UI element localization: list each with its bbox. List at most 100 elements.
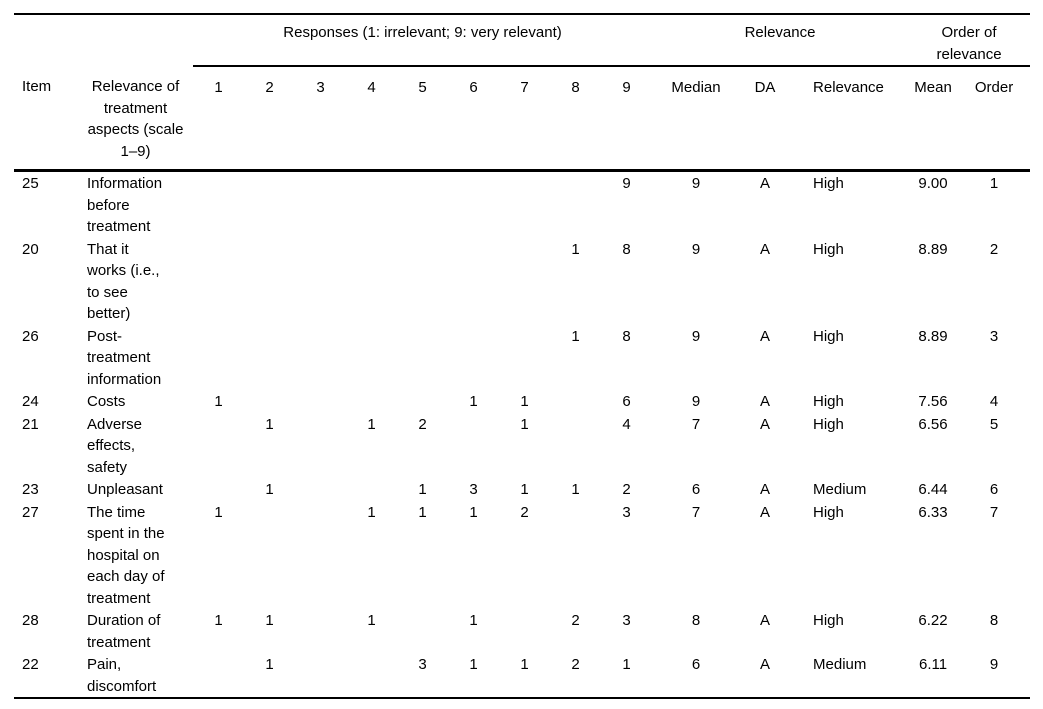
response-count-cell-1: 1 [214, 612, 223, 629]
response-count-cell-7 [499, 325, 550, 391]
median-cell: 9 [691, 327, 701, 345]
table-row: 22 Pain, discomfort 1 3 1 1 2 1 6 A Medi… [14, 653, 1030, 698]
response-count-cell-6: 3 [469, 481, 478, 498]
order-cell: 7 [989, 503, 999, 521]
table-body: 25 Information before treatment 9 9 A Hi… [14, 171, 1030, 699]
response-count-cell-3 [295, 390, 346, 413]
response-count-cell-7: 1 [520, 415, 529, 433]
column-header-response-3: 3 [295, 66, 346, 172]
mean-cell: 8.89 [918, 327, 948, 345]
response-count-cell-6 [448, 171, 499, 238]
response-count-cell-8: 2 [571, 656, 580, 673]
column-header-response-1: 1 [193, 66, 244, 172]
table-row: 26 Post-treatment information 1 8 9 A Hi… [14, 325, 1030, 391]
spanner-order-of-relevance: Order of relevance [908, 14, 1031, 67]
da-cell: A [760, 503, 771, 521]
item-cell: 22 [22, 656, 39, 673]
response-count-cell-4 [346, 325, 397, 391]
item-cell: 23 [22, 481, 39, 498]
response-count-cell-8: 2 [571, 612, 580, 629]
response-count-cell-1 [193, 478, 244, 501]
table-row: 25 Information before treatment 9 9 A Hi… [14, 171, 1030, 238]
da-cell: A [760, 656, 771, 673]
response-count-cell-7 [499, 238, 550, 325]
response-count-cell-7 [499, 609, 550, 653]
response-count-cell-3 [295, 325, 346, 391]
aspect-cell: Adverse effects, safety [87, 415, 143, 476]
table-row: 24 Costs 1 1 1 6 9 A High 7.56 4 [14, 390, 1030, 413]
da-cell: A [760, 393, 771, 410]
response-count-cell-9: 9 [622, 175, 631, 192]
response-count-cell-6: 1 [469, 393, 478, 410]
response-count-cell-8 [550, 413, 601, 479]
response-count-cell-3 [295, 171, 346, 238]
table-row: 2 7 The time spent in the hospital on eac… [14, 501, 1030, 610]
table-row: 28 Duration of treatment 1 1 1 1 2 3 8 A… [14, 609, 1030, 653]
response-count-cell-3 [295, 609, 346, 653]
response-count-cell-7: 1 [520, 393, 529, 410]
response-count-cell-1 [193, 171, 244, 238]
aspect-cell: Duration of treatment [87, 612, 161, 651]
mean-cell: 9.00 [918, 175, 948, 192]
response-count-cell-8: 1 [571, 481, 580, 498]
response-count-cell-9: 3 [622, 612, 631, 629]
da-cell: A [760, 481, 771, 498]
response-count-cell-4: 1 [367, 503, 376, 521]
response-count-cell-2 [244, 171, 295, 238]
response-count-cell-2: 1 [265, 415, 274, 433]
column-header-response-7: 7 [499, 66, 550, 172]
column-header-response-8: 8 [550, 66, 601, 172]
relevance-cell: High [813, 175, 844, 192]
response-count-cell-4 [346, 390, 397, 413]
response-count-cell-7 [499, 171, 550, 238]
item-cell: 28 [22, 612, 39, 629]
response-count-cell-7: 2 [520, 503, 529, 521]
response-count-cell-3 [295, 478, 346, 501]
column-header-order: Order [958, 66, 1031, 172]
response-count-cell-8 [550, 390, 601, 413]
column-header-row: Item Relevance of treatment aspects (sca… [14, 66, 1031, 172]
response-count-cell-3 [295, 413, 346, 479]
response-count-cell-5: 3 [418, 656, 427, 673]
order-cell: 9 [989, 656, 999, 673]
median-cell: 6 [691, 481, 701, 498]
response-count-cell-4: 1 [367, 612, 376, 629]
response-count-cell-6 [448, 238, 499, 325]
column-header-median: Median [652, 66, 741, 172]
median-cell: 9 [691, 393, 701, 410]
response-count-cell-7: 1 [520, 481, 529, 498]
relevance-cell: High [813, 503, 844, 521]
order-cell: 1 [989, 175, 999, 192]
response-count-cell-3 [295, 238, 346, 325]
item-cell: 20 [22, 240, 39, 258]
response-count-cell-7: 1 [520, 656, 529, 673]
order-cell: 2 [989, 240, 999, 258]
column-header-relevance: Relevance [790, 66, 909, 172]
response-count-cell-6: 1 [469, 503, 478, 521]
response-count-cell-2: 1 [265, 481, 274, 498]
mean-cell: 6.11 [918, 656, 948, 673]
response-count-cell-9: 3 [622, 503, 631, 521]
response-count-cell-6 [448, 413, 499, 479]
response-count-cell-9: 6 [622, 393, 631, 410]
median-cell: 7 [691, 415, 701, 433]
spanner-empty-cell [14, 14, 193, 66]
response-count-cell-5 [397, 171, 448, 238]
response-count-cell-5 [397, 609, 448, 653]
spanner-relevance: Relevance [652, 14, 909, 67]
response-count-cell-1 [193, 653, 244, 698]
response-count-cell-1 [193, 238, 244, 325]
aspect-cell: Pain, discomfort [87, 656, 157, 695]
response-count-cell-8 [550, 171, 601, 238]
column-header-mean: Mean [908, 66, 959, 172]
relevance-cell: Medium [813, 656, 867, 673]
aspect-cell: The time spent in the hospital on each d… [87, 503, 165, 607]
order-cell: 5 [989, 415, 999, 433]
response-count-cell-5: 1 [418, 503, 427, 521]
mean-cell: 6.22 [918, 612, 948, 629]
response-count-cell-6: 1 [469, 612, 478, 629]
da-cell: A [760, 327, 771, 345]
column-header-da: DA [740, 66, 791, 172]
response-count-cell-5: 1 [418, 481, 427, 498]
response-count-cell-9: 8 [622, 240, 631, 258]
